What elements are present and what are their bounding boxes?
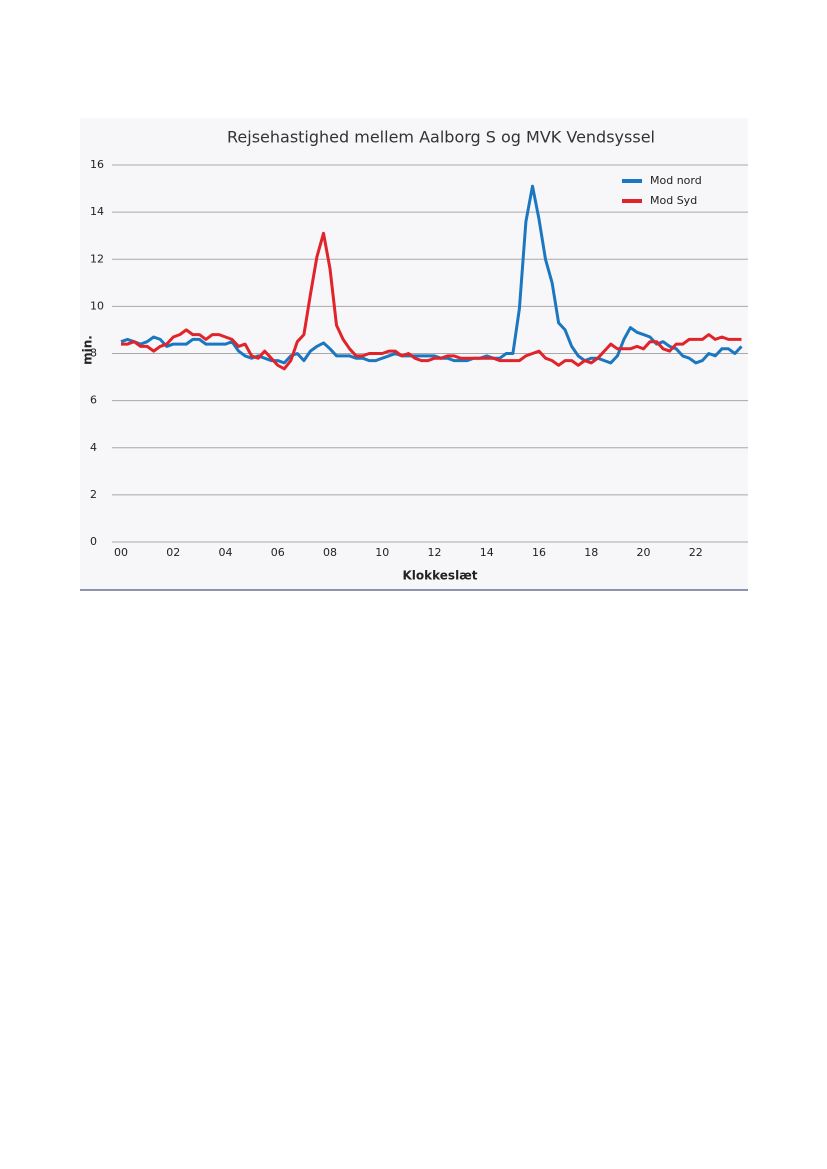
x-tick-label: 06 — [271, 546, 285, 559]
x-tick-label: 04 — [219, 546, 233, 559]
x-tick-label: 20 — [637, 546, 651, 559]
x-tick-label: 10 — [375, 546, 389, 559]
legend-label: Mod Syd — [650, 194, 697, 207]
y-tick-label: 2 — [90, 488, 97, 501]
x-tick-label: 00 — [114, 546, 128, 559]
x-tick-label: 16 — [532, 546, 546, 559]
x-tick-label: 18 — [584, 546, 598, 559]
y-axis-label: min. — [81, 335, 95, 365]
legend-label: Mod nord — [650, 174, 702, 187]
x-tick-label: 12 — [428, 546, 442, 559]
y-tick-label: 10 — [90, 299, 104, 312]
x-tick-label: 22 — [689, 546, 703, 559]
y-tick-label: 0 — [90, 535, 97, 548]
series-line — [121, 231, 742, 371]
y-tick-label: 14 — [90, 205, 104, 218]
chart-title: Rejsehastighed mellem Aalborg S og MVK V… — [227, 128, 655, 147]
x-axis-label: Klokkeslæt — [403, 569, 478, 583]
series-line — [120, 184, 743, 365]
y-tick-label: 8 — [90, 347, 97, 360]
y-tick-label: 6 — [90, 394, 97, 407]
y-tick-label: 4 — [90, 441, 97, 454]
y-tick-label: 12 — [90, 252, 104, 265]
x-tick-label: 14 — [480, 546, 494, 559]
x-tick-label: 02 — [166, 546, 180, 559]
y-tick-label: 16 — [90, 158, 104, 171]
x-tick-label: 08 — [323, 546, 337, 559]
